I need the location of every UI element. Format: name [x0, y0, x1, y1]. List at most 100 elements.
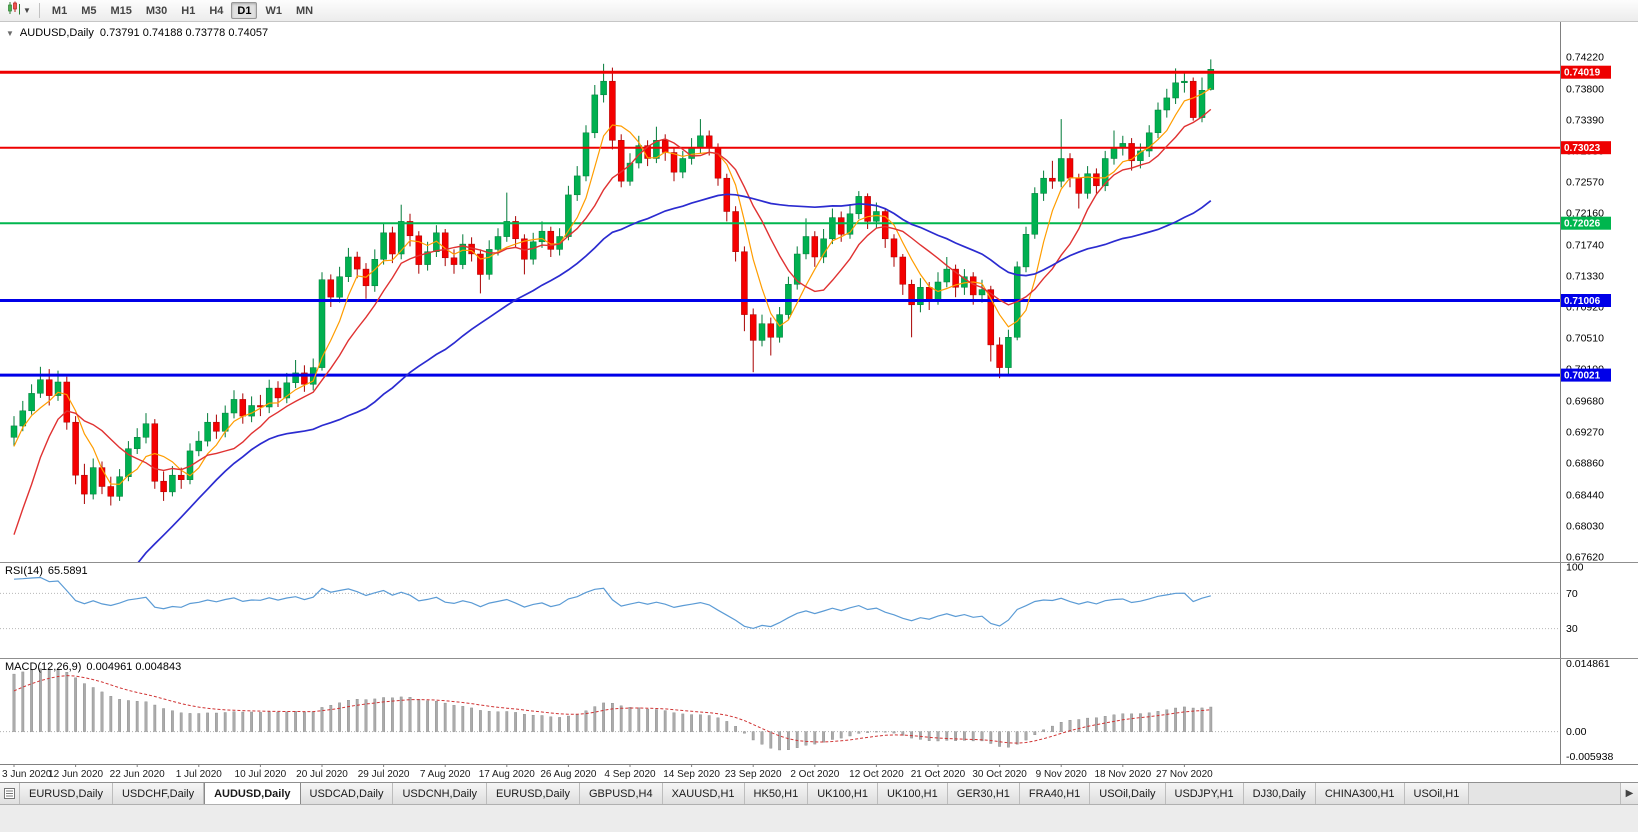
- time-axis-label: 1 Jul 2020: [176, 769, 223, 780]
- price-axis-label: 0.71330: [1566, 270, 1604, 282]
- price-axis-label: 0.73390: [1566, 114, 1604, 126]
- price-line-badge: 0.74019: [1561, 65, 1611, 79]
- price-axis-label: 0.68440: [1566, 489, 1604, 501]
- time-axis-label: 12 Oct 2020: [849, 769, 904, 780]
- rsi-panel[interactable]: 100 70 30 RSI(14) 65.5891: [0, 562, 1638, 658]
- macd-axis-label: 0.014861: [1566, 659, 1610, 670]
- price-axis-label: 0.73800: [1566, 83, 1604, 95]
- time-axis-label: 3 Jun 2020: [2, 769, 52, 780]
- tab-list-icon[interactable]: [0, 783, 20, 804]
- chevron-down-icon: ▼: [23, 6, 31, 15]
- svg-text:0.73023: 0.73023: [1564, 143, 1601, 154]
- price-line-badge: 0.71006: [1561, 294, 1611, 307]
- price-axis-label: 0.74220: [1566, 52, 1604, 64]
- timeframe-button-mn[interactable]: MN: [295, 5, 314, 17]
- rsi-line: [13, 576, 1211, 630]
- chart-tab-fra40-h1[interactable]: FRA40,H1: [1019, 783, 1091, 804]
- timeframe-group: M1 M5 M15 M30 H1 H4 D1 W1 MN: [45, 2, 320, 19]
- rsi-axis-label: 30: [1566, 623, 1578, 635]
- ma-34-line: [137, 193, 1212, 562]
- timeframe-button-m1[interactable]: M1: [51, 5, 68, 17]
- macd-histogram: [12, 668, 1213, 751]
- time-axis-label: 10 Jul 2020: [235, 769, 287, 780]
- price-axis-label: 0.68030: [1566, 520, 1604, 532]
- price-axis-label: 0.70510: [1566, 333, 1604, 345]
- time-axis-label: 26 Aug 2020: [540, 769, 597, 780]
- chart-tab-china300-h1[interactable]: CHINA300,H1: [1315, 783, 1405, 804]
- chart-tab-usdcnh-daily[interactable]: USDCNH,Daily: [393, 783, 488, 804]
- svg-text:0.71006: 0.71006: [1564, 296, 1601, 307]
- price-axis-label: 0.67620: [1566, 552, 1604, 563]
- price-axis-label: 0.68860: [1566, 458, 1604, 470]
- tab-scroll-right-icon[interactable]: ▶: [1620, 783, 1638, 804]
- macd-panel[interactable]: 0.014861 0.00 -0.005938 MACD(12,26,9) 0.004…: [0, 658, 1638, 764]
- chart-tab-bar: EURUSD,Daily USDCHF,Daily AUDUSD,Daily USDC…: [0, 782, 1638, 804]
- time-axis-label: 21 Oct 2020: [911, 769, 966, 780]
- timeframe-button-h1[interactable]: H1: [181, 5, 196, 17]
- chart-tab-xauusd-h1[interactable]: XAUUSD,H1: [662, 783, 745, 804]
- rsi-axis-label: 100: [1566, 563, 1584, 574]
- status-bar: [0, 804, 1638, 832]
- price-chart-canvas[interactable]: 0.742200.738000.733900.729800.725700.721…: [0, 22, 1638, 562]
- toolbar-separator: [38, 3, 40, 18]
- svg-text:0.70021: 0.70021: [1564, 371, 1601, 382]
- chart-tab-gbpusd-h4[interactable]: GBPUSD,H4: [580, 783, 663, 804]
- price-axis-label: 0.72160: [1566, 208, 1604, 220]
- chart-tab-usdchf-daily[interactable]: USDCHF,Daily: [112, 783, 205, 804]
- chart-tab-usdcad-daily[interactable]: USDCAD,Daily: [300, 783, 394, 804]
- macd-axis-label: -0.005938: [1566, 751, 1613, 763]
- chart-tab-uk100-h1[interactable]: UK100,H1: [877, 783, 948, 804]
- time-axis-label: 7 Aug 2020: [420, 769, 471, 780]
- timeframe-button-h4[interactable]: H4: [209, 5, 224, 17]
- macd-axis-label: 0.00: [1566, 726, 1587, 738]
- time-axis-label: 12 Jun 2020: [48, 769, 103, 780]
- chart-tab-audusd-daily[interactable]: AUDUSD,Daily: [204, 783, 301, 804]
- svg-text:0.72026: 0.72026: [1564, 219, 1601, 230]
- chart-tab-ger30-h1[interactable]: GER30,H1: [947, 783, 1020, 804]
- time-axis-label: 9 Nov 2020: [1036, 769, 1088, 780]
- price-axis-label: 0.69680: [1566, 395, 1604, 407]
- price-axis[interactable]: [1560, 22, 1638, 562]
- chart-tab-usoil-daily[interactable]: USOil,Daily: [1090, 783, 1166, 804]
- chart-tabs: EURUSD,Daily USDCHF,Daily AUDUSD,Daily USDC…: [20, 783, 1470, 804]
- chart-tab-dj30-daily[interactable]: DJ30,Daily: [1243, 783, 1316, 804]
- candlestick-chart-icon: [7, 1, 21, 20]
- time-axis-label: 29 Jul 2020: [358, 769, 410, 780]
- chart-type-button[interactable]: ▼: [4, 0, 34, 21]
- price-axis-label: 0.69270: [1566, 427, 1604, 439]
- price-axis-label: 0.72570: [1566, 177, 1604, 189]
- price-chart-panel[interactable]: 0.742200.738000.733900.729800.725700.721…: [0, 22, 1638, 562]
- macd-canvas[interactable]: 0.014861 0.00 -0.005938: [0, 659, 1638, 764]
- timeframe-button-m15[interactable]: M15: [110, 5, 132, 17]
- rsi-axis-label: 70: [1566, 588, 1578, 600]
- chart-tab-uk100-h1[interactable]: UK100,H1: [808, 783, 878, 804]
- time-axis-label: 23 Sep 2020: [725, 769, 782, 780]
- time-axis-label: 20 Jul 2020: [296, 769, 348, 780]
- timeframe-button-d1[interactable]: D1: [231, 2, 258, 19]
- chart-tab-usdjpy-h1[interactable]: USDJPY,H1: [1165, 783, 1244, 804]
- chart-tab-usoil-h1[interactable]: USOil,H1: [1404, 783, 1470, 804]
- timeframe-button-m5[interactable]: M5: [81, 5, 97, 17]
- rsi-canvas[interactable]: 100 70 30: [0, 563, 1638, 658]
- price-line-badge: 0.73023: [1561, 141, 1611, 155]
- chart-tab-eurusd-daily[interactable]: EURUSD,Daily: [20, 783, 113, 804]
- time-axis-label: 17 Aug 2020: [479, 769, 536, 780]
- time-axis-label: 4 Sep 2020: [604, 769, 656, 780]
- time-axis-label: 30 Oct 2020: [972, 769, 1027, 780]
- ma-5-line: [13, 87, 1212, 485]
- time-axis[interactable]: 3 Jun 2020 12 Jun 2020 22 Jun 2020 1 Jul 20…: [0, 764, 1638, 782]
- chart-tab-hk50-h1[interactable]: HK50,H1: [744, 783, 809, 804]
- price-line-badge: 0.72026: [1561, 216, 1611, 230]
- macd-signal-line: [13, 675, 1211, 744]
- chart-tab-eurusd-daily[interactable]: EURUSD,Daily: [487, 783, 580, 804]
- time-axis-label: 27 Nov 2020: [1156, 769, 1213, 780]
- svg-text:0.74019: 0.74019: [1564, 68, 1601, 79]
- time-axis-label: 18 Nov 2020: [1094, 769, 1151, 780]
- time-axis-label: 14 Sep 2020: [663, 769, 720, 780]
- timeframe-button-w1[interactable]: W1: [265, 5, 282, 17]
- price-axis-label: 0.71740: [1566, 239, 1604, 251]
- timeframe-toolbar: ▼ M1 M5 M15 M30 H1 H4 D1 W1 MN: [0, 0, 1638, 22]
- timeframe-button-m30[interactable]: M30: [145, 5, 168, 17]
